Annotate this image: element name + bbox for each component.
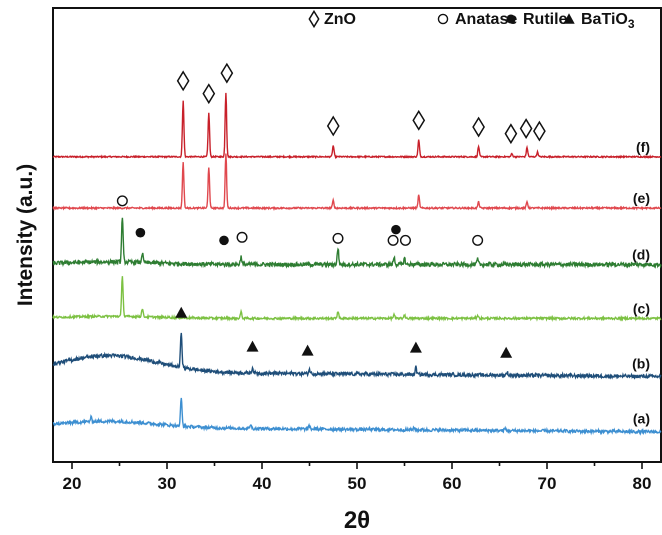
series-line (52, 217, 662, 270)
anatase-marker (399, 234, 411, 246)
legend-entry: ZnO (324, 11, 356, 28)
markers-layer (116, 62, 546, 358)
x-tick-label: 80 (633, 474, 652, 493)
legend-entry-label: BaTiO (581, 11, 628, 28)
series-label: (f) (636, 139, 650, 155)
batio3-marker (409, 341, 422, 353)
zno-marker (176, 70, 190, 92)
x-tick-label: 20 (63, 474, 82, 493)
x-axis: 20 30 40 50 60 70 80 (63, 462, 652, 493)
zno-marker (202, 83, 216, 105)
rutile-marker (391, 224, 401, 235)
x-tick-label: 60 (443, 474, 462, 493)
x-tick-label: 70 (538, 474, 557, 493)
zno-marker (472, 116, 485, 138)
zno-marker (326, 115, 340, 137)
legend-entry: Rutile (523, 11, 568, 28)
legend-entry: BaTiO3 (581, 11, 635, 31)
legend-entry-label: Rutile (523, 11, 568, 28)
legend-entry-label: ZnO (324, 11, 356, 28)
x-tick-label: 30 (158, 474, 177, 493)
series-label: (b) (632, 355, 650, 371)
anatase-marker (332, 232, 344, 244)
series-label: (a) (633, 411, 650, 427)
legend-symbol (506, 14, 516, 24)
legend-symbol (563, 13, 575, 24)
series-label: (c) (633, 300, 650, 316)
legend-entry: Anatase (455, 11, 517, 28)
batio3-marker (500, 346, 513, 358)
legend-symbol (437, 13, 449, 25)
series-label: (d) (632, 246, 650, 262)
series-layer (52, 92, 662, 436)
legend-entry-label: Anatase (455, 11, 517, 28)
batio3-marker (246, 340, 259, 352)
legend-symbol (308, 9, 320, 29)
zno-marker (504, 123, 518, 145)
legend-entry-subscript: 3 (628, 17, 635, 31)
plot-area: (f) (e) (d) (c) (b) (a) (52, 7, 662, 463)
x-tick-label: 40 (253, 474, 272, 493)
series-line (52, 153, 662, 212)
zno-marker (412, 109, 426, 131)
anatase-marker (236, 231, 248, 243)
anatase-marker (387, 234, 399, 246)
rutile-marker (219, 235, 229, 246)
zno-marker (220, 62, 234, 84)
zno-marker (533, 120, 546, 142)
series-line (52, 397, 662, 436)
anatase-marker (472, 234, 484, 246)
y-axis-title: Intensity (a.u.) (14, 164, 37, 306)
series-line (52, 332, 662, 380)
series-line (52, 92, 662, 160)
rutile-marker (135, 227, 146, 238)
zno-marker (519, 118, 533, 139)
series-label: (e) (633, 190, 650, 206)
x-axis-title: 2θ (344, 507, 370, 534)
series-labels-layer: (f) (e) (d) (c) (b) (a) (632, 139, 650, 427)
x-tick-label: 50 (348, 474, 367, 493)
anatase-marker (116, 195, 128, 207)
batio3-marker (175, 306, 188, 318)
batio3-marker (301, 344, 314, 356)
series-line (52, 276, 662, 323)
legend: ZnO Anatase Rutile BaTiO3 (308, 9, 635, 31)
